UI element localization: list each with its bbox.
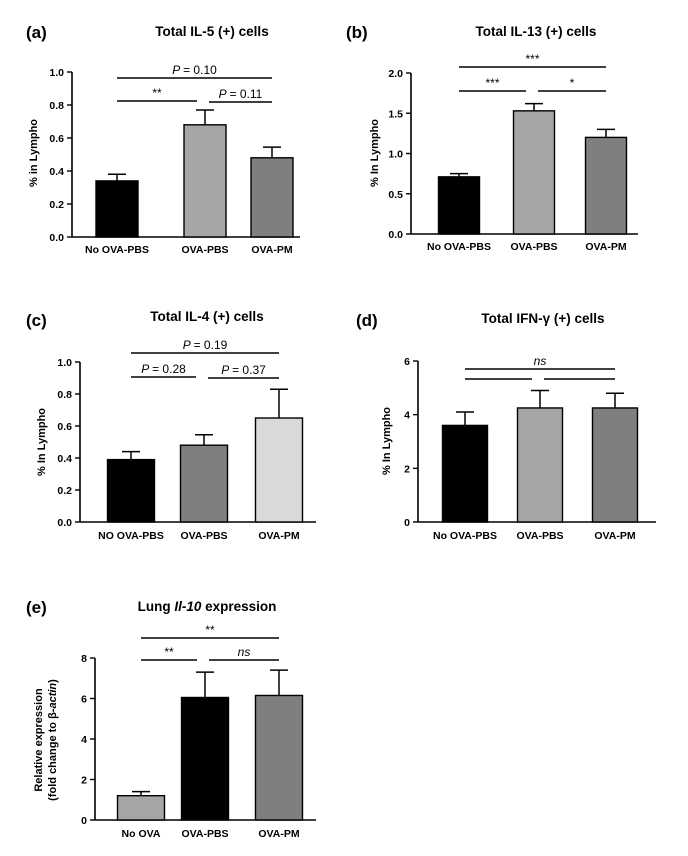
bar	[183, 124, 227, 238]
bar	[254, 694, 304, 821]
chart-title: Total IL-4 (+) cells	[150, 309, 263, 324]
category-label: OVA-PM	[258, 828, 299, 840]
y-axis-label: % In Lympho	[381, 407, 393, 475]
bar	[95, 180, 139, 238]
y-tick-label: 0.0	[49, 232, 64, 244]
y-tick-label: 4	[81, 734, 87, 746]
significance-label: ***	[485, 76, 499, 90]
y-tick-label: 0.8	[57, 389, 72, 401]
category-label: No OVA-PBS	[85, 244, 149, 256]
category-label: No OVA-PBS	[433, 530, 497, 542]
y-tick-label: 4	[404, 410, 410, 422]
chart-title: Lung Il-10 expression	[138, 599, 277, 614]
y-axis-label: Relative expression (fold change to β-act…	[33, 679, 59, 801]
category-label: NO OVA-PBS	[98, 530, 164, 542]
significance-label: ***	[525, 52, 539, 66]
category-label: OVA-PBS	[181, 828, 228, 840]
panel-a: (a) Total IL-5 (+) cells % in Lympho 0.0 0.2…	[26, 23, 300, 256]
category-label: OVA-PM	[585, 241, 626, 253]
y-tick-label: 0.4	[57, 453, 72, 465]
bar	[254, 417, 304, 523]
significance-label: **	[205, 623, 215, 637]
y-tick-label: 1.0	[49, 67, 64, 79]
y-tick-label: 1.0	[57, 357, 72, 369]
category-label: OVA-PBS	[510, 241, 557, 253]
chart-title: Total IL-5 (+) cells	[155, 24, 268, 39]
y-tick-label: 2	[81, 775, 87, 787]
significance-label: P = 0.19	[183, 338, 228, 352]
category-label: No OVA	[122, 828, 161, 840]
y-axis-label: % in Lympho	[28, 119, 40, 187]
panel-letter: (e)	[26, 598, 47, 617]
category-label: No OVA-PBS	[427, 241, 491, 253]
y-axis-label: % In Lympho	[36, 408, 48, 476]
significance-label: P = 0.11	[219, 87, 263, 101]
y-tick-label: 0.6	[49, 133, 64, 145]
y-tick-label: 8	[81, 653, 87, 665]
category-label: OVA-PBS	[516, 530, 563, 542]
panel-b: (b) Total IL-13 (+) cells % In Lympho 0.0 0.…	[346, 23, 638, 253]
panel-letter: (d)	[356, 311, 378, 330]
significance-label: **	[164, 645, 174, 659]
bar	[591, 407, 639, 523]
significance-label: P = 0.10	[172, 63, 217, 77]
bar	[180, 696, 230, 821]
y-tick-label: 0.0	[388, 229, 403, 241]
significance-label: P = 0.37	[221, 363, 266, 377]
y-tick-label: 0	[81, 815, 87, 827]
significance-label: ns	[238, 645, 251, 659]
bar	[106, 458, 156, 523]
svg-text:Relative expression: Relative expression	[33, 688, 45, 792]
category-label: OVA-PM	[594, 530, 635, 542]
y-tick-label: 0	[404, 517, 410, 529]
significance-label: *	[570, 76, 575, 90]
panel-e: (e) Lung Il-10 expression Relative express…	[26, 598, 316, 840]
y-tick-label: 0.5	[388, 189, 403, 201]
bar	[516, 407, 564, 523]
bar	[512, 110, 556, 235]
panel-letter: (b)	[346, 23, 368, 42]
y-tick-label: 0.0	[57, 517, 72, 529]
y-tick-label: 6	[404, 356, 410, 368]
panel-d: (d) Total IFN-γ (+) cells % In Lympho 0 2 4 6 N…	[356, 311, 656, 542]
significance-label: P = 0.28	[141, 362, 186, 376]
significance-label: ns	[534, 354, 547, 368]
y-tick-label: 1.0	[388, 149, 403, 161]
chart-title: Total IFN-γ (+) cells	[481, 311, 604, 326]
chart-title: Total IL-13 (+) cells	[476, 24, 597, 39]
bar	[441, 424, 489, 523]
bar	[584, 136, 628, 235]
y-tick-label: 0.8	[49, 100, 64, 112]
y-tick-label: 6	[81, 694, 87, 706]
bar	[179, 444, 229, 523]
y-tick-label: 0.6	[57, 421, 72, 433]
significance-label: **	[152, 86, 162, 100]
panel-c: (c) Total IL-4 (+) cells % In Lympho 0.0 0.2…	[26, 309, 316, 542]
y-tick-label: 0.2	[57, 485, 72, 497]
y-tick-label: 0.4	[49, 166, 64, 178]
bar	[116, 795, 166, 821]
category-label: OVA-PBS	[181, 244, 228, 256]
category-label: OVA-PM	[251, 244, 292, 256]
y-tick-label: 2.0	[388, 68, 403, 80]
panel-letter: (a)	[26, 23, 47, 42]
category-label: OVA-PBS	[180, 530, 227, 542]
panel-letter: (c)	[26, 311, 47, 330]
y-axis-label: % In Lympho	[369, 119, 381, 187]
svg-text:(fold change to β-actin): (fold change to β-actin)	[47, 679, 59, 801]
y-tick-label: 0.2	[49, 199, 64, 211]
y-tick-label: 1.5	[388, 108, 403, 120]
y-tick-label: 2	[404, 463, 410, 475]
bar	[250, 157, 294, 238]
bar	[437, 176, 481, 235]
category-label: OVA-PM	[258, 530, 299, 542]
